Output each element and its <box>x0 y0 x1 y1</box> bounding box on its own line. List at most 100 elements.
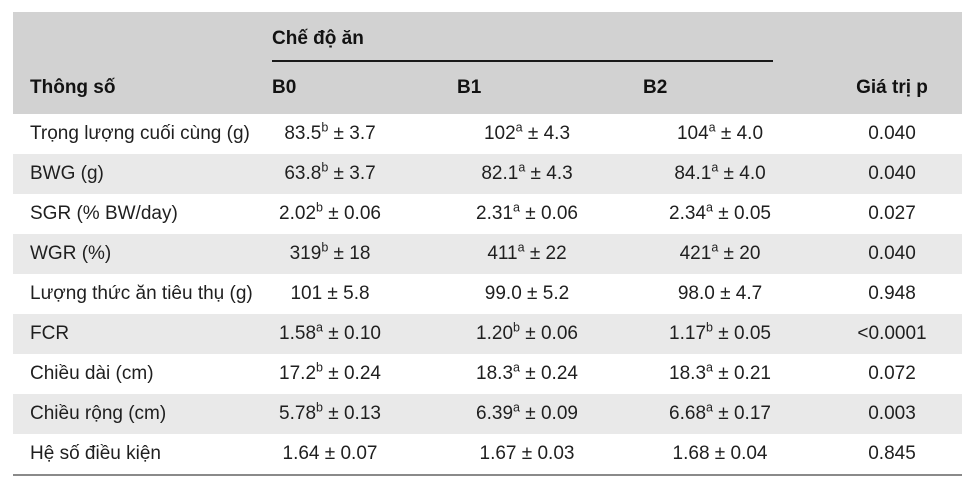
sd-value: ± 0.07 <box>319 443 378 464</box>
sd-value: ± 0.06 <box>519 203 578 224</box>
significance-superscript: a <box>517 240 525 255</box>
results-table-container: Chế độ ăn Thông số B0 B1 B2 Giá trị p Tr… <box>13 12 963 476</box>
mean-value: 63.8 <box>284 163 322 184</box>
value-cell: 2.02b ± 0.06 <box>272 194 457 234</box>
param-column-header: Thông số <box>13 62 272 114</box>
table-header: Chế độ ăn Thông số B0 B1 B2 Giá trị p <box>13 12 963 114</box>
p-value-cell: <0.0001 <box>857 323 927 344</box>
table-row: BWG (g) 63.8b ± 3.7 82.1a ± 4.3 84.1a ± 4.0… <box>13 154 963 194</box>
param-label: WGR (%) <box>30 243 112 264</box>
diet-group-title: Chế độ ăn <box>272 28 364 49</box>
table-row: Chiều rộng (cm) 5.78b ± 0.13 6.39a ± 0.09 6… <box>13 394 963 434</box>
significance-superscript: a <box>515 120 523 135</box>
group-header-spacer-left <box>13 12 272 62</box>
param-label: Chiều rộng (cm) <box>30 403 167 424</box>
p-value-cell: 0.003 <box>868 403 916 424</box>
sd-value: ± 18 <box>328 243 371 264</box>
p-value-cell: 0.948 <box>868 283 916 304</box>
value-cell: 102a ± 4.3 <box>457 114 643 154</box>
table-row: Lượng thức ăn tiêu thụ (g) 101 ± 5.8 99.0 … <box>13 274 963 314</box>
mean-value: 18.3 <box>476 363 514 384</box>
sd-value: ± 0.05 <box>712 203 771 224</box>
sd-value: ± 0.10 <box>322 323 381 344</box>
value-cell: 411a ± 22 <box>457 234 643 274</box>
significance-superscript: b <box>321 160 329 175</box>
param-label: Hệ số điều kiện <box>30 443 161 464</box>
significance-superscript: a <box>708 120 716 135</box>
value-cell: 319b ± 18 <box>272 234 457 274</box>
value-cell: 63.8b ± 3.7 <box>272 154 457 194</box>
mean-value: 18.3 <box>669 363 707 384</box>
mean-value: 319 <box>289 243 322 264</box>
mean-value: 101 <box>290 283 323 304</box>
significance-superscript: b <box>316 200 323 215</box>
mean-value: 82.1 <box>481 163 519 184</box>
group-header-spacer-right <box>822 12 963 62</box>
p-value-cell: 0.845 <box>868 443 916 464</box>
param-label: BWG (g) <box>30 163 104 184</box>
sd-value: ± 4.0 <box>715 123 764 144</box>
mean-value: 1.67 <box>479 443 517 464</box>
sd-value: ± 0.09 <box>519 403 578 424</box>
mean-value: 102 <box>483 123 516 144</box>
value-cell: 1.64 ± 0.07 <box>272 434 457 475</box>
significance-superscript: a <box>518 160 526 175</box>
diet-group-header-cell: Chế độ ăn <box>272 12 823 62</box>
mean-value: 411 <box>487 243 518 264</box>
results-table: Chế độ ăn Thông số B0 B1 B2 Giá trị p Tr… <box>13 12 963 476</box>
mean-value: 1.17 <box>669 323 707 344</box>
param-label: Chiều dài (cm) <box>30 363 154 384</box>
sd-value: ± 22 <box>524 243 567 264</box>
mean-value: 421 <box>679 243 712 264</box>
p-value-cell: 0.027 <box>868 203 916 224</box>
sd-value: ± 3.7 <box>328 123 376 144</box>
group-header-row: Chế độ ăn <box>13 12 963 62</box>
mean-value: 17.2 <box>279 363 317 384</box>
value-cell: 1.68 ± 0.04 <box>643 434 822 475</box>
significance-superscript: a <box>711 160 719 175</box>
significance-superscript: b <box>316 400 323 415</box>
table-row: WGR (%) 319b ± 18 411a ± 22 421a ± 20 0.040 <box>13 234 963 274</box>
sd-value: ± 4.0 <box>718 163 766 184</box>
significance-superscript: a <box>316 320 323 335</box>
diet-b2-column-header: B2 <box>643 62 823 114</box>
sd-value: ± 20 <box>718 243 761 264</box>
param-label: Lượng thức ăn tiêu thụ (g) <box>30 283 253 304</box>
table-row: Trọng lượng cuối cùng (g) 83.5b ± 3.7 102a… <box>13 114 963 154</box>
p-value-cell: 0.040 <box>868 123 916 144</box>
sd-value: ± 0.21 <box>712 363 771 384</box>
value-cell: 82.1a ± 4.3 <box>457 154 643 194</box>
sd-value: ± 5.2 <box>521 283 570 304</box>
significance-superscript: a <box>711 240 719 255</box>
p-value-cell: 0.040 <box>868 243 916 264</box>
value-cell: 17.2b ± 0.24 <box>272 354 457 394</box>
mean-value: 83.5 <box>284 123 322 144</box>
value-cell: 99.0 ± 5.2 <box>457 274 643 314</box>
mean-value: 84.1 <box>674 163 712 184</box>
significance-superscript: a <box>513 400 520 415</box>
mean-value: 98.0 <box>677 283 715 304</box>
significance-superscript: b <box>321 120 329 135</box>
value-cell: 83.5b ± 3.7 <box>272 114 457 154</box>
significance-superscript: b <box>513 320 520 335</box>
mean-value: 1.58 <box>279 323 317 344</box>
p-value-cell: 0.072 <box>868 363 916 384</box>
value-cell: 101 ± 5.8 <box>272 274 457 314</box>
mean-value: 99.0 <box>484 283 522 304</box>
value-cell: 1.20b ± 0.06 <box>457 314 643 354</box>
significance-superscript: a <box>513 360 520 375</box>
sd-value: ± 0.04 <box>709 443 768 464</box>
mean-value: 1.68 <box>672 443 710 464</box>
param-label: Trọng lượng cuối cùng (g) <box>30 123 250 144</box>
p-value-cell: 0.040 <box>868 163 916 184</box>
sd-value: ± 0.03 <box>516 443 575 464</box>
table-row: Chiều dài (cm) 17.2b ± 0.24 18.3a ± 0.24 18… <box>13 354 963 394</box>
table-row: SGR (% BW/day) 2.02b ± 0.06 2.31a ± 0.06 2.… <box>13 194 963 234</box>
diet-b0-column-header: B0 <box>272 62 457 114</box>
significance-superscript: a <box>513 200 520 215</box>
sd-value: ± 4.3 <box>525 163 573 184</box>
p-value-column-header: Giá trị p <box>822 62 963 114</box>
table-row: FCR 1.58a ± 0.10 1.20b ± 0.06 1.17b ± 0.05 <… <box>13 314 963 354</box>
mean-value: 1.20 <box>476 323 514 344</box>
value-cell: 6.39a ± 0.09 <box>457 394 643 434</box>
